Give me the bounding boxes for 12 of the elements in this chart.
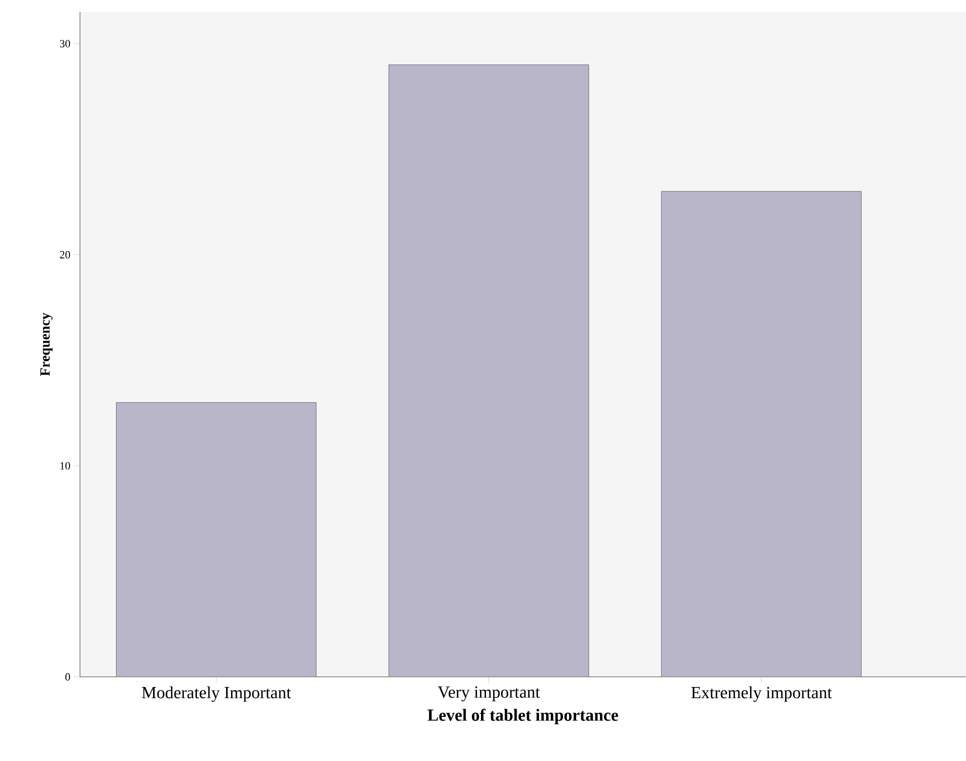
bar <box>116 402 316 677</box>
bar <box>661 191 862 677</box>
x-tick-label: Extremely important <box>691 686 832 702</box>
y-tick-label: 0 <box>65 673 70 681</box>
y-tick-label: 10 <box>60 462 70 470</box>
x-tick-label: Moderately Important <box>142 686 291 702</box>
y-tick-label: 30 <box>60 40 70 48</box>
y-tick-label: 20 <box>60 251 70 259</box>
x-axis-title: Level of tablet importance <box>428 708 618 724</box>
y-axis-title: Frequency <box>40 312 53 376</box>
bar <box>388 64 590 677</box>
x-tick-label: Very important <box>438 686 540 702</box>
